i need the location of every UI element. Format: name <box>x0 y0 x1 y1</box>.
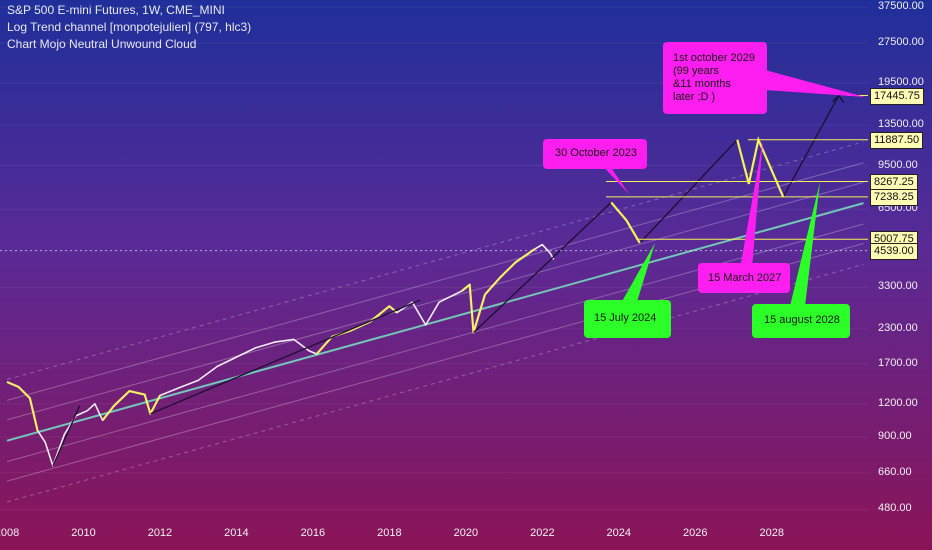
projection-line <box>782 95 840 198</box>
highlight-swing <box>101 390 161 421</box>
price-tag: 11887.50 <box>870 131 924 149</box>
trend-arrow <box>473 201 612 333</box>
indicator-line-1: Log Trend channel [monpotejulien] (797, … <box>7 20 252 34</box>
x-tick-label: 2026 <box>683 527 708 539</box>
y-tick-label: 900.00 <box>878 429 912 442</box>
channel-line <box>6 162 864 401</box>
callout-pointer <box>790 182 820 306</box>
x-tick-label: 2010 <box>71 527 96 539</box>
x-tick-label: 2020 <box>453 527 479 539</box>
callout-pointer <box>620 243 655 305</box>
chart-title: S&P 500 E-mini Futures, 1W, CME_MINI <box>7 3 225 17</box>
channel-line <box>6 181 864 421</box>
annotation-30-oct-2023: 30 October 2023 <box>543 139 647 169</box>
projection-arrowhead <box>832 94 845 103</box>
callout-pointer <box>740 140 763 268</box>
annotation-15-jul-2024: 15 July 2024 <box>584 300 671 338</box>
trend-midline <box>6 202 864 442</box>
annotation-1-oct-2029: 1st october 2029 (99 years &11 months la… <box>663 42 767 114</box>
y-tick-label: 660.00 <box>878 465 912 478</box>
callout-pointer <box>765 70 865 97</box>
price-tag: 8267.25 <box>870 173 918 191</box>
y-tick-label: 480.00 <box>878 502 912 515</box>
y-tick-label: 1700.00 <box>878 356 918 369</box>
x-tick-label: 2028 <box>759 527 784 539</box>
projection-line <box>639 139 738 244</box>
annotation-15-mar-2027: 15 March 2027 <box>698 263 790 293</box>
highlight-swing <box>461 283 487 334</box>
y-tick-label: 27500.00 <box>878 36 924 49</box>
projection-swing <box>736 136 785 198</box>
annotation-15-aug-2028: 15 august 2028 <box>752 304 850 338</box>
indicator-line-2: Chart Mojo Neutral Unwound Cloud <box>7 37 197 51</box>
price-tag: 17445.75 <box>870 87 924 105</box>
highlight-swing <box>6 380 39 431</box>
trend-arrow <box>150 299 421 415</box>
x-tick-label: 2024 <box>606 527 632 539</box>
y-tick-label: 1200.00 <box>878 396 918 409</box>
y-tick-label: 19500.00 <box>878 75 924 88</box>
x-tick-label: 2018 <box>377 527 402 539</box>
x-tick-label: 2012 <box>147 527 173 539</box>
y-tick-label: 9500.00 <box>878 158 918 171</box>
price-tag: 4539.00 <box>870 242 918 260</box>
y-tick-label: 13500.00 <box>878 118 924 131</box>
x-tick-label: 2014 <box>224 527 249 539</box>
y-tick-label: 37500.00 <box>878 0 924 13</box>
highlight-swing <box>484 248 536 296</box>
y-tick-label: 3300.00 <box>878 280 918 293</box>
x-tick-label: 2022 <box>530 527 555 539</box>
x-tick-label: 2008 <box>0 527 20 539</box>
price-tag: 7238.25 <box>870 188 918 206</box>
x-tick-label: 2016 <box>300 527 326 539</box>
projection-swing <box>610 201 641 244</box>
y-tick-label: 2300.00 <box>878 321 918 334</box>
highlight-swing <box>315 305 398 355</box>
trend-arrow <box>52 405 81 467</box>
